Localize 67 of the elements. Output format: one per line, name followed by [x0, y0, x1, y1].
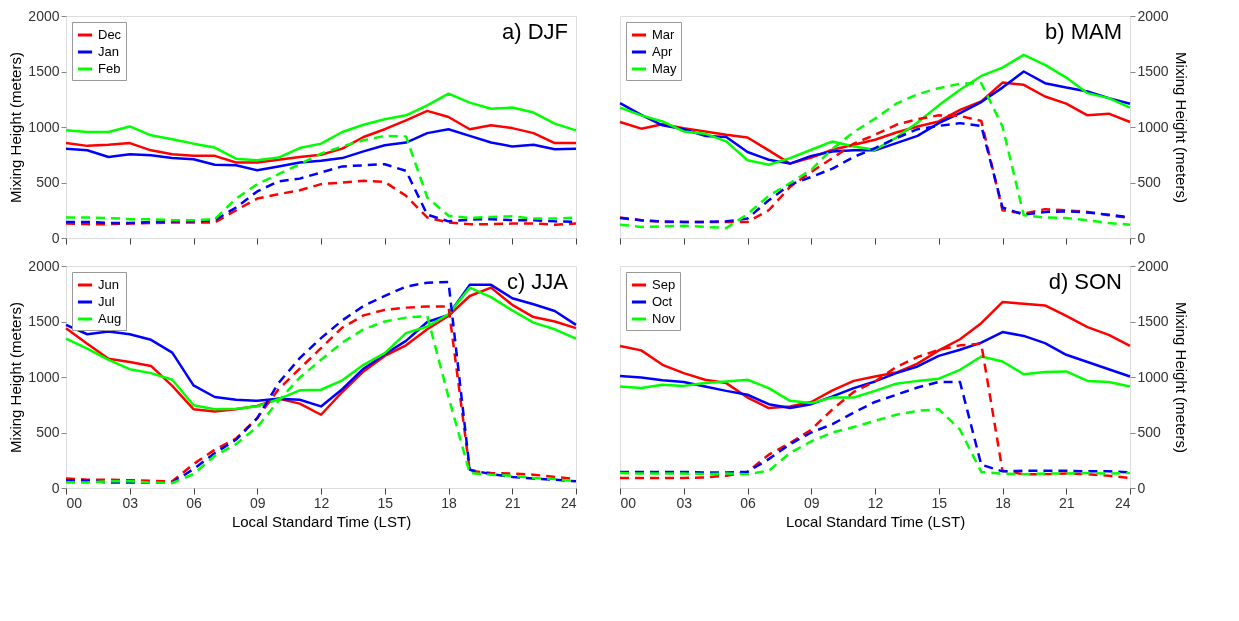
chart-title: b) MAM — [1045, 19, 1122, 44]
legend-label: Nov — [652, 311, 676, 326]
y-tick-label: 1000 — [28, 118, 60, 135]
legend-label: Dec — [98, 27, 122, 42]
x-tick-label: 09 — [803, 494, 820, 511]
x-tick-label: 00 — [620, 494, 637, 511]
y-tick-label: 1000 — [28, 368, 60, 385]
x-tick-label: 21 — [504, 494, 521, 511]
y-axis-title: Mixing Height (meters) — [1172, 302, 1190, 453]
legend-label: Mar — [652, 27, 676, 42]
x-axis-title: Local Standard Time (LST) — [231, 512, 412, 530]
y-tick-label: 1000 — [1137, 368, 1169, 385]
x-tick-label: 06 — [186, 494, 202, 511]
legend-label: Sep — [652, 277, 676, 292]
y-tick-label: 0 — [51, 479, 60, 496]
x-tick-label: 24 — [1114, 494, 1131, 511]
legend-label: Jun — [98, 277, 119, 292]
x-tick-label: 21 — [1058, 494, 1075, 511]
y-tick-label: 0 — [1137, 479, 1146, 496]
y-tick-label: 1500 — [1137, 313, 1169, 329]
x-tick-label: 12 — [867, 494, 884, 511]
line-series — [64, 179, 578, 226]
y-axis-title: Mixing Height (meters) — [1172, 52, 1190, 203]
legend-label: Apr — [652, 44, 673, 59]
line-series — [618, 330, 1132, 410]
x-tick-label: 03 — [676, 494, 693, 511]
y-tick-label: 1500 — [28, 63, 60, 79]
y-tick-label: 1000 — [1137, 118, 1169, 135]
x-tick-label: 12 — [313, 494, 330, 511]
y-tick-label: 500 — [36, 424, 60, 440]
x-tick-label: 00 — [66, 494, 83, 511]
x-tick-label: 15 — [377, 494, 394, 511]
x-tick-label: 09 — [249, 494, 266, 511]
y-tick-label: 2000 — [28, 7, 60, 24]
legend-label: Oct — [652, 294, 673, 309]
chart-title: c) JJA — [506, 269, 569, 294]
legend-label: Jul — [98, 294, 115, 309]
line-series — [64, 127, 578, 172]
y-tick-label: 500 — [1137, 174, 1162, 190]
x-axis-title: Local Standard Time (LST) — [785, 512, 966, 530]
line-series — [618, 407, 1132, 476]
chart-title: d) SON — [1048, 269, 1122, 294]
y-tick-label: 1500 — [28, 313, 60, 329]
line-series — [64, 109, 578, 164]
x-tick-label: 18 — [995, 494, 1011, 511]
y-tick-label: 2000 — [1137, 7, 1169, 24]
x-tick-label: 24 — [560, 494, 577, 511]
chart-title: a) DJF — [502, 19, 568, 44]
legend-label: Feb — [98, 61, 121, 76]
y-tick-label: 500 — [1137, 424, 1162, 440]
legend-label: Aug — [98, 311, 122, 326]
y-tick-label: 1500 — [1137, 63, 1169, 79]
y-tick-label: 2000 — [1137, 257, 1169, 274]
line-series — [618, 355, 1132, 405]
x-tick-label: 15 — [931, 494, 948, 511]
legend-label: May — [652, 61, 678, 76]
y-tick-label: 2000 — [28, 257, 60, 274]
y-axis-title: Mixing Height (meters) — [7, 302, 25, 453]
x-tick-label: 06 — [740, 494, 756, 511]
y-tick-label: 0 — [51, 229, 60, 246]
x-tick-label: 03 — [122, 494, 139, 511]
y-tick-label: 0 — [1137, 229, 1146, 246]
y-tick-label: 500 — [36, 174, 60, 190]
line-series — [64, 92, 578, 162]
y-axis-title: Mixing Height (meters) — [7, 52, 25, 203]
x-tick-label: 18 — [441, 494, 457, 511]
legend-label: Jan — [98, 44, 119, 59]
